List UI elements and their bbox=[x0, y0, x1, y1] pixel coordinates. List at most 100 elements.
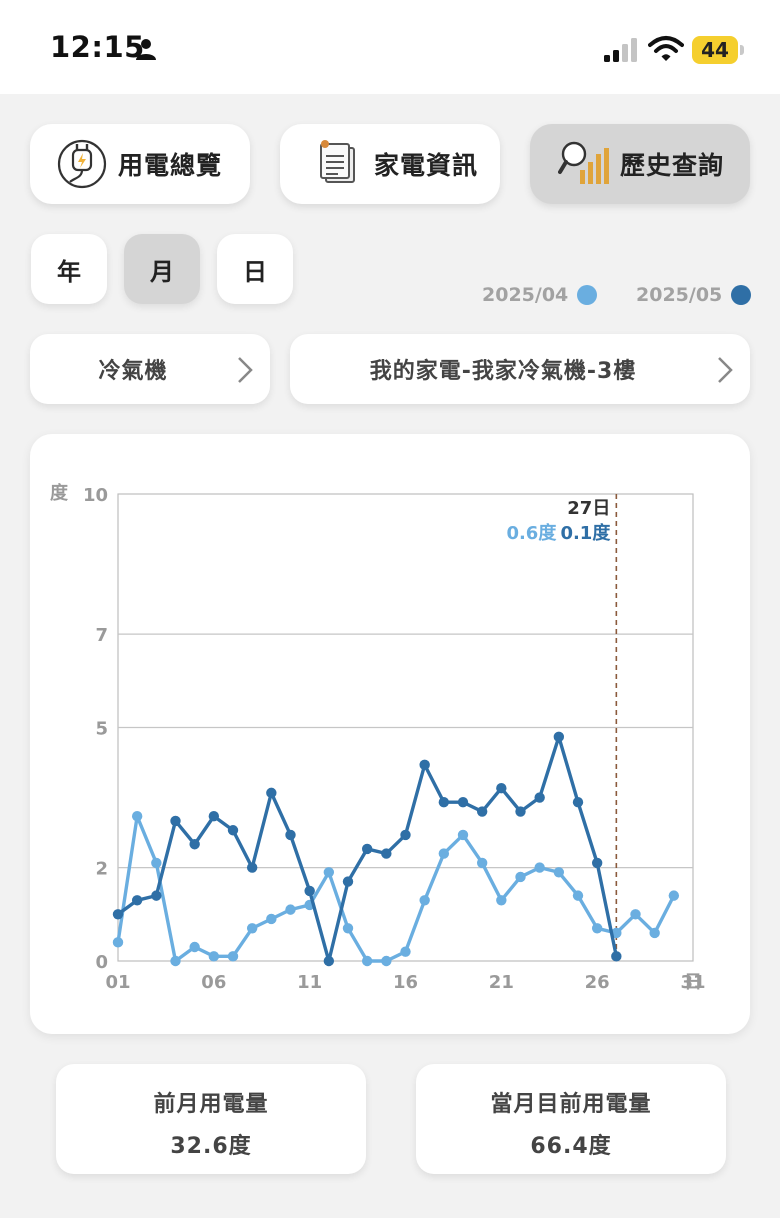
y-tick-label: 5 bbox=[95, 719, 108, 740]
x-tick-label: 06 bbox=[201, 972, 226, 993]
data-point bbox=[131, 811, 143, 822]
data-point bbox=[419, 895, 430, 906]
device-selector-label: 我的家電-我家冷氣機-3樓 bbox=[369, 359, 637, 384]
data-point bbox=[285, 829, 296, 841]
chevron-right-icon bbox=[238, 357, 253, 383]
cursor-day-label: 27日 bbox=[567, 498, 610, 519]
data-point bbox=[266, 913, 277, 925]
cursor-value-2025-05: 0.1度 bbox=[560, 522, 611, 544]
data-point bbox=[630, 909, 641, 920]
x-tick-label: 21 bbox=[489, 972, 514, 993]
x-tick-label: 16 bbox=[393, 972, 418, 993]
usage-chart-card: 0 2 5 7 10 度 01 06 11 16 21 26 31 日 27日 0.1度 0.6度 bbox=[30, 434, 750, 1034]
data-point bbox=[534, 792, 545, 803]
x-tick-label: 31 bbox=[680, 972, 705, 993]
tab-appliance-info[interactable]: 家電資訊 bbox=[280, 124, 500, 204]
data-point bbox=[668, 890, 680, 901]
legend-dot-2025-04 bbox=[577, 285, 598, 305]
tab-history-query-label: 歷史查詢 bbox=[620, 151, 725, 180]
data-point bbox=[553, 867, 565, 878]
data-point bbox=[591, 857, 603, 869]
data-point bbox=[457, 797, 469, 808]
data-point bbox=[438, 848, 450, 859]
data-point bbox=[649, 927, 660, 939]
data-point bbox=[285, 904, 296, 915]
period-day-button[interactable]: 日 bbox=[217, 234, 293, 304]
category-selector-label: 冷氣機 bbox=[98, 359, 168, 384]
data-point bbox=[323, 955, 335, 967]
data-point bbox=[496, 783, 507, 794]
current-month-usage-value: 66.4度 bbox=[530, 1134, 612, 1159]
y-tick-label: 7 bbox=[95, 625, 108, 646]
cellular-signal-icon bbox=[604, 38, 637, 62]
data-point bbox=[342, 876, 354, 887]
data-point bbox=[476, 806, 488, 817]
y-tick-label: 10 bbox=[83, 485, 108, 506]
x-tick-label: 26 bbox=[585, 972, 610, 993]
data-point bbox=[476, 857, 488, 869]
previous-month-usage-value: 32.6度 bbox=[170, 1134, 252, 1159]
y-tick-label: 0 bbox=[95, 952, 108, 973]
data-point bbox=[496, 895, 507, 906]
chevron-right-icon bbox=[718, 357, 733, 383]
data-point bbox=[515, 871, 526, 883]
battery-icon: 44 bbox=[692, 36, 738, 64]
data-point bbox=[342, 923, 354, 934]
data-point bbox=[438, 797, 450, 808]
data-point bbox=[189, 839, 200, 850]
category-selector[interactable]: 冷氣機 bbox=[30, 334, 270, 404]
data-point bbox=[361, 843, 373, 855]
tab-history-query[interactable]: 歷史查詢 bbox=[530, 124, 750, 204]
data-point bbox=[112, 937, 124, 948]
legend-dot-2025-05 bbox=[731, 285, 752, 305]
data-point bbox=[611, 951, 622, 962]
data-point bbox=[572, 890, 584, 901]
x-tick-label: 11 bbox=[297, 972, 322, 993]
y-tick-label: 2 bbox=[95, 859, 108, 880]
data-point bbox=[266, 787, 277, 799]
data-point bbox=[208, 811, 220, 822]
plug-icon bbox=[57, 139, 107, 189]
period-month-button[interactable]: 月 bbox=[124, 234, 200, 304]
tab-appliance-info-label: 家電資訊 bbox=[374, 151, 479, 180]
data-point bbox=[151, 857, 162, 869]
tab-usage-overview[interactable]: 用電總覽 bbox=[30, 124, 250, 204]
data-point bbox=[400, 829, 411, 841]
y-axis-unit-label: 度 bbox=[50, 482, 69, 504]
legend-label-2025-04: 2025/04 bbox=[482, 284, 569, 306]
device-selector[interactable]: 我的家電-我家冷氣機-3樓 bbox=[290, 334, 750, 404]
data-point bbox=[304, 885, 315, 897]
data-point bbox=[381, 955, 392, 967]
legend-item-2025-05: 2025/05 bbox=[636, 282, 752, 308]
data-point bbox=[381, 848, 392, 859]
magnifier-bars-icon bbox=[558, 141, 609, 184]
data-point bbox=[208, 951, 220, 962]
data-point bbox=[170, 815, 181, 827]
legend-item-2025-04: 2025/04 bbox=[482, 282, 598, 308]
data-point bbox=[419, 759, 430, 771]
current-month-usage-label: 當月目前用電量 bbox=[490, 1092, 652, 1117]
data-point bbox=[246, 862, 258, 873]
data-point bbox=[170, 955, 181, 967]
previous-month-usage-label: 前月用電量 bbox=[153, 1092, 269, 1117]
x-tick-label: 01 bbox=[105, 972, 130, 993]
data-point bbox=[112, 909, 124, 920]
data-point bbox=[591, 923, 603, 934]
data-point bbox=[131, 895, 143, 906]
data-point bbox=[400, 946, 411, 957]
cursor-value-2025-04: 0.6度 bbox=[506, 522, 557, 544]
wifi-icon bbox=[648, 36, 684, 61]
x-axis-unit-label: 日 bbox=[684, 972, 702, 993]
status-bar: 12:15 44 bbox=[0, 0, 780, 94]
period-year-button[interactable]: 年 bbox=[31, 234, 107, 304]
data-point bbox=[227, 951, 239, 962]
data-point bbox=[572, 797, 584, 808]
data-point bbox=[151, 890, 162, 901]
data-point bbox=[361, 955, 373, 967]
data-point bbox=[534, 862, 545, 873]
usage-line-chart[interactable]: 0 2 5 7 10 度 01 06 11 16 21 26 31日 27日 0.1度0.6度 bbox=[30, 434, 750, 1034]
data-point bbox=[323, 867, 335, 878]
person-icon bbox=[136, 39, 156, 60]
status-time: 12:15 bbox=[50, 30, 145, 64]
data-point bbox=[553, 731, 565, 743]
